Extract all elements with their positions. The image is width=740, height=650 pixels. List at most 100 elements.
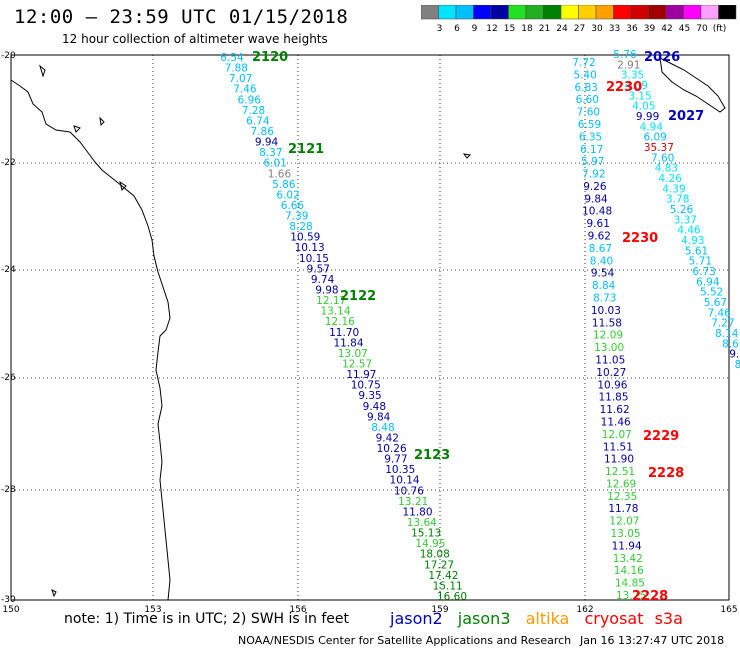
scale-label: 70 xyxy=(696,24,708,34)
wave-height-reading: 11.46 xyxy=(601,416,631,428)
scale-labels: 3 6 9 12 15 18 21 24 27 30 33 36 39 42 45 70 (ft) xyxy=(437,24,727,34)
wave-height-reading: 10.96 xyxy=(597,379,627,391)
wave-height-reading: 8.73 xyxy=(593,293,616,305)
latitude-label: -26 xyxy=(1,373,16,383)
pass-number-label: 2122 xyxy=(340,289,376,304)
wave-height-reading: 11.84 xyxy=(333,337,363,349)
wave-height-reading: 11.70 xyxy=(329,327,359,339)
australia-coastline xyxy=(10,79,171,601)
scale-label: 24 xyxy=(556,24,568,34)
wave-height-reading: 8 xyxy=(735,359,740,371)
wave-height-reading: 12.07 xyxy=(609,516,639,528)
latitude-label: -24 xyxy=(1,265,16,275)
wave-height-reading: 13.14 xyxy=(320,306,350,318)
scale-label: 36 xyxy=(626,24,638,34)
longitude-label: 156 xyxy=(289,605,306,615)
wave-height-reading: 10.27 xyxy=(596,367,626,379)
wave-height-reading: 5.97 xyxy=(581,156,604,168)
latitude-label: -30 xyxy=(1,595,16,605)
wave-height-reading: 9.54 xyxy=(591,268,615,280)
legend-cryosat: cryosat xyxy=(584,609,644,628)
wave-height-reading: 6.96 xyxy=(238,94,262,106)
wave-height-reading: 6.94 xyxy=(696,276,720,288)
wave-height-reading: 9.57 xyxy=(307,263,330,275)
wave-height-reading: 13.64 xyxy=(407,517,437,529)
wave-height-reading: 3.78 xyxy=(666,194,689,206)
pass-number-label: 2230 xyxy=(622,231,658,246)
wave-height-reading: 12.09 xyxy=(593,330,623,342)
latitude-labels: -20 -22 -24 -26 -28 -30 xyxy=(1,51,16,605)
pass-number-label: 2228 xyxy=(648,466,684,481)
wave-height-reading: 10.76 xyxy=(394,485,424,497)
wave-height-reading: 6.74 xyxy=(246,115,270,127)
new-caledonia-coastline xyxy=(659,57,726,113)
wave-height-reading: 12.17 xyxy=(316,295,346,307)
wave-height-reading: 11.51 xyxy=(603,441,633,453)
pass-number-labels: 2120 2121 2122 2123 2026 2027 2230 2230 2229 2228… xyxy=(252,50,704,604)
wave-height-reading: 10.48 xyxy=(582,206,612,218)
scale-label: 45 xyxy=(679,24,690,34)
track-jason2-2026-2027: 5.762.913.354.093.154.059.994.946.0935.3… xyxy=(613,49,740,371)
scale-label: (ft) xyxy=(713,24,727,34)
wave-height-reading: 17.42 xyxy=(428,570,458,582)
wave-height-reading: 9.26 xyxy=(583,181,607,193)
wave-height-reading: 12.69 xyxy=(606,478,636,490)
wave-height-reading: 7.28 xyxy=(242,105,265,117)
wave-height-reading: 7.60 xyxy=(577,107,600,119)
longitude-labels: 150 153 156 159 162 165 xyxy=(2,605,737,615)
wave-height-reading: 13.00 xyxy=(594,342,624,354)
scale-label: 30 xyxy=(591,24,603,34)
scale-label: 15 xyxy=(504,24,515,34)
wave-height-reading: 6.66 xyxy=(281,200,305,212)
longitude-label: 165 xyxy=(720,605,737,615)
wave-height-reading: 6.01 xyxy=(263,158,286,170)
pass-number-label: 2120 xyxy=(252,50,288,65)
scale-label: 3 xyxy=(437,24,443,34)
legend-altika: altika xyxy=(525,609,570,628)
wave-height-reading: 6.09 xyxy=(643,132,666,144)
wave-height-reading: 13.05 xyxy=(611,528,641,540)
map-frame xyxy=(10,54,730,601)
wave-height-reading: 1.66 xyxy=(268,168,292,180)
wave-height-reading: 9.84 xyxy=(367,411,391,423)
wave-height-reading: 11.85 xyxy=(598,392,628,404)
wave-height-reading: 9.48 xyxy=(363,401,386,413)
wave-height-reading: 7.88 xyxy=(225,63,248,75)
wave-height-reading: 13.21 xyxy=(398,496,428,508)
wave-height-reading: 9.98 xyxy=(315,285,338,297)
wave-height-reading: 7.72 xyxy=(572,57,595,69)
small-islands xyxy=(39,64,472,598)
wave-height-reading: 12.57 xyxy=(342,358,372,370)
wave-height-reading: 5.86 xyxy=(272,179,296,191)
wave-height-reading: 7.46 xyxy=(233,84,257,96)
latitude-label: -28 xyxy=(1,485,16,495)
wave-height-reading: 11.78 xyxy=(608,503,638,515)
wave-height-reading: 9.62 xyxy=(588,231,611,243)
wave-height-reading: 10.35 xyxy=(385,464,415,476)
wave-height-reading: 6.02 xyxy=(276,189,299,201)
scale-label: 21 xyxy=(539,24,550,34)
wave-height-reading: 11.62 xyxy=(600,404,630,416)
wave-height-reading: 10.26 xyxy=(377,443,407,455)
pass-number-label: 2123 xyxy=(414,448,450,463)
wave-height-reading: 12.51 xyxy=(605,466,635,478)
wave-height-reading: 14.16 xyxy=(614,565,644,577)
latitude-label: -22 xyxy=(1,158,16,168)
wave-height-reading: 3.35 xyxy=(621,70,644,82)
latitude-label: -20 xyxy=(1,51,16,61)
satellite-legend: jason2 jason3 altika cryosat s3a xyxy=(390,609,693,628)
wave-height-reading: 8.84 xyxy=(592,280,616,292)
pass-number-label: 2026 xyxy=(644,50,680,65)
wave-height-reading: 4.46 xyxy=(677,225,701,237)
wave-height-reading: 6.59 xyxy=(578,119,601,131)
scale-label: 27 xyxy=(574,24,585,34)
scale-label: 42 xyxy=(661,24,672,34)
pass-number-label: 2230 xyxy=(606,80,642,95)
wave-height-reading: 10.75 xyxy=(351,380,381,392)
wave-height-reading: 15.11 xyxy=(433,580,463,592)
scale-label: 39 xyxy=(644,24,656,34)
wave-height-color-scale: 3 6 9 12 15 18 21 24 27 30 33 36 39 42 45 70 (ft) xyxy=(421,5,737,34)
wave-height-reading: 12.16 xyxy=(325,316,355,328)
wave-height-reading: 4.94 xyxy=(640,121,664,133)
